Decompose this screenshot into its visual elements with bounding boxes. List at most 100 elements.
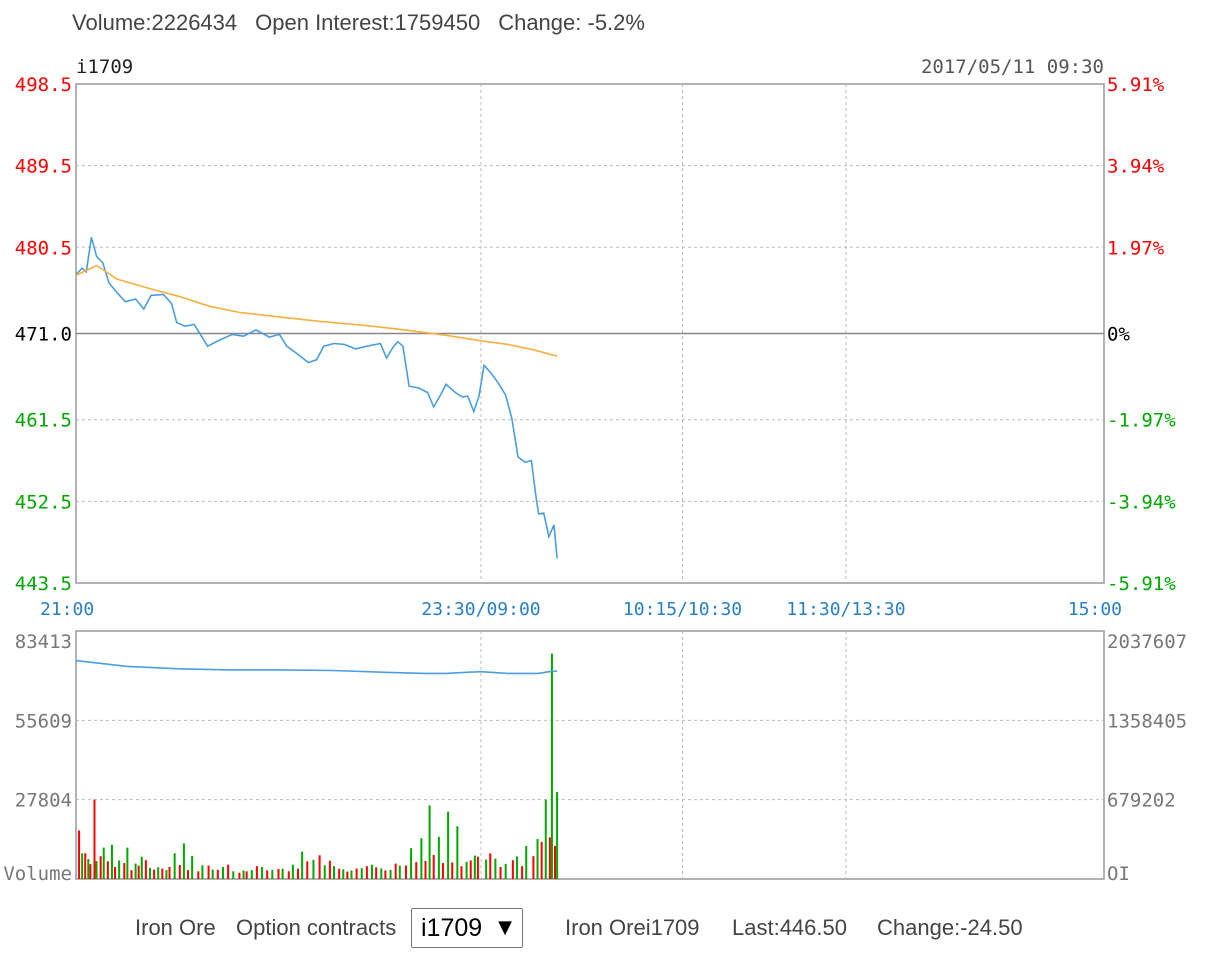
volume-bar-up <box>277 869 280 879</box>
chart-datetime: 2017/05/11 09:30 <box>921 56 1104 78</box>
volume-bar-up <box>476 856 479 879</box>
volume-bar-up <box>511 860 514 879</box>
volume-bar-down <box>126 847 129 879</box>
volume-tick-left: Volume <box>3 863 72 885</box>
volume-bar-down <box>494 858 497 879</box>
intraday-chart: i1709 2017/05/11 09:30 498.5 489.5 480.5 47… <box>3 56 1187 885</box>
volume-bar-up <box>532 856 535 879</box>
volume-bar-down <box>157 867 160 879</box>
volume-bar-up <box>489 853 492 879</box>
oi-tick-right: 1358405 <box>1107 710 1187 732</box>
volume-bar-down <box>447 811 450 879</box>
volume-bar-down <box>148 867 151 879</box>
volume-bar-down <box>232 871 235 879</box>
price-tick-left: 452.5 <box>15 491 72 513</box>
volume-bar-up <box>123 863 126 879</box>
volume-bar-up <box>404 865 407 879</box>
price-tick-left: 461.5 <box>15 410 72 432</box>
oi-tick-right: 679202 <box>1107 790 1176 812</box>
volume-stat: Volume:2226434 <box>72 10 238 35</box>
volume-bar-down <box>301 851 304 879</box>
oi-tick-right: 2037607 <box>1107 631 1187 653</box>
volume-bar-up <box>89 864 92 879</box>
volume-bar-up <box>365 866 368 879</box>
volume-bar-down <box>550 653 553 879</box>
price-tick-right: -1.97% <box>1107 410 1176 432</box>
price-tick-right: -5.91% <box>1107 573 1176 595</box>
volume-bar-down <box>221 867 224 879</box>
time-tick-label: 10:15/10:30 <box>623 599 742 620</box>
volume-bar-down <box>165 870 168 879</box>
price-tick-left: 471.0 <box>15 324 72 346</box>
volume-bar-down <box>211 869 214 879</box>
volume-bar-up <box>521 866 524 879</box>
volume-bar-up <box>554 845 557 879</box>
price-panel: 498.5 489.5 480.5 471.0 461.5 452.5 443.5 5.91%… <box>15 74 1176 620</box>
volume-bar-up <box>216 869 219 879</box>
volume-bar-up <box>297 868 300 879</box>
volume-bar-up <box>355 868 358 879</box>
volume-bar-up <box>187 870 190 879</box>
volume-bar-down <box>544 799 547 879</box>
volume-bar-up <box>106 861 109 879</box>
volume-bar-up <box>424 861 427 879</box>
volume-bar-up <box>346 871 349 879</box>
option-contracts-label: Option contracts <box>236 915 397 940</box>
volume-tick-left: 83413 <box>15 631 72 653</box>
volume-bar-up <box>306 861 309 879</box>
volume-bar-up <box>78 830 81 879</box>
volume-bar-down <box>271 869 274 879</box>
volume-bar-down <box>81 853 84 879</box>
volume-bar-down <box>465 861 468 879</box>
volume-bar-up <box>548 837 551 879</box>
price-tick-right: 0% <box>1107 324 1130 346</box>
volume-bar-down <box>437 836 440 879</box>
volume-bar-down <box>360 868 363 879</box>
contract-select[interactable]: i1709 ▼ <box>411 908 523 948</box>
volume-bar-up <box>207 865 210 879</box>
average-line <box>75 264 558 357</box>
volume-bar-down <box>323 865 326 879</box>
price-tick-left: 443.5 <box>15 573 72 595</box>
volume-bar-down <box>428 805 431 879</box>
time-tick-label: 23:30/09:00 <box>421 599 540 620</box>
volume-bar-up <box>238 872 241 879</box>
volume-bar-down <box>525 845 528 879</box>
volume-bar-down <box>556 791 559 879</box>
volume-bar-up <box>499 867 502 879</box>
volume-bar-up <box>130 870 133 879</box>
volume-bar-up <box>227 864 230 879</box>
price-tick-left: 489.5 <box>15 156 72 178</box>
volume-panel: 83413 55609 27804 Volume 2037607 1358405 67920… <box>3 630 1187 885</box>
price-tick-right: 1.97% <box>1107 237 1165 259</box>
volume-bar-down <box>389 869 392 879</box>
volume-bar-up <box>84 853 87 879</box>
volume-bar-down <box>371 864 374 879</box>
volume-bar-up <box>99 856 102 879</box>
footer-bar: Iron Ore Option contracts i1709 ▼ Iron O… <box>0 905 1221 951</box>
volume-bar-up <box>375 867 378 879</box>
volume-bar-up <box>432 855 435 879</box>
volume-bar-up <box>384 870 387 879</box>
volume-bar-down <box>410 848 413 879</box>
volume-bar-up <box>255 866 258 879</box>
volume-bar-down <box>134 863 137 879</box>
volume-bar-down <box>182 843 185 879</box>
volume-bar-down <box>380 868 383 879</box>
volume-bar-up <box>168 867 171 879</box>
volume-bar-down <box>191 855 194 879</box>
contract-select-value: i1709 <box>421 914 483 942</box>
volume-bar-down <box>342 869 345 879</box>
volume-bar-up <box>137 865 140 879</box>
price-tick-right: 5.91% <box>1107 74 1165 96</box>
volume-bar-up <box>93 799 96 879</box>
price-line <box>75 237 558 559</box>
open-interest-line <box>75 659 558 675</box>
volume-bar-down <box>536 839 539 879</box>
volume-bar-down <box>420 838 423 879</box>
volume-bar-down <box>250 870 253 879</box>
volume-bar-down <box>281 868 284 879</box>
volume-bar-down <box>118 860 121 879</box>
time-tick-label: 21:00 <box>40 599 94 620</box>
chevron-down-icon: ▼ <box>498 917 512 938</box>
